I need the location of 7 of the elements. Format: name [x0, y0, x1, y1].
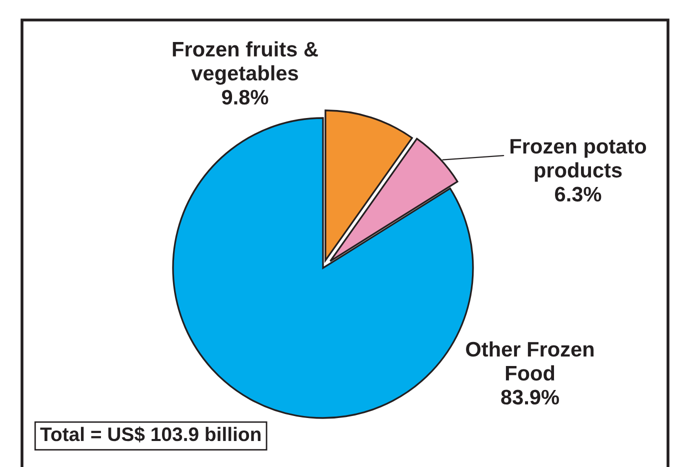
data-label: 6.3% [555, 186, 602, 202]
data-label: 83.9% [501, 390, 559, 405]
slice-label: Other Frozen Food [466, 341, 594, 381]
slice-label: Frozen potato products [510, 139, 646, 182]
data-label: 9.8% [222, 90, 268, 105]
text: Total = US$ 103.9 billion [40, 426, 260, 442]
slice-label: Frozen fruits & vegetables [172, 41, 318, 85]
